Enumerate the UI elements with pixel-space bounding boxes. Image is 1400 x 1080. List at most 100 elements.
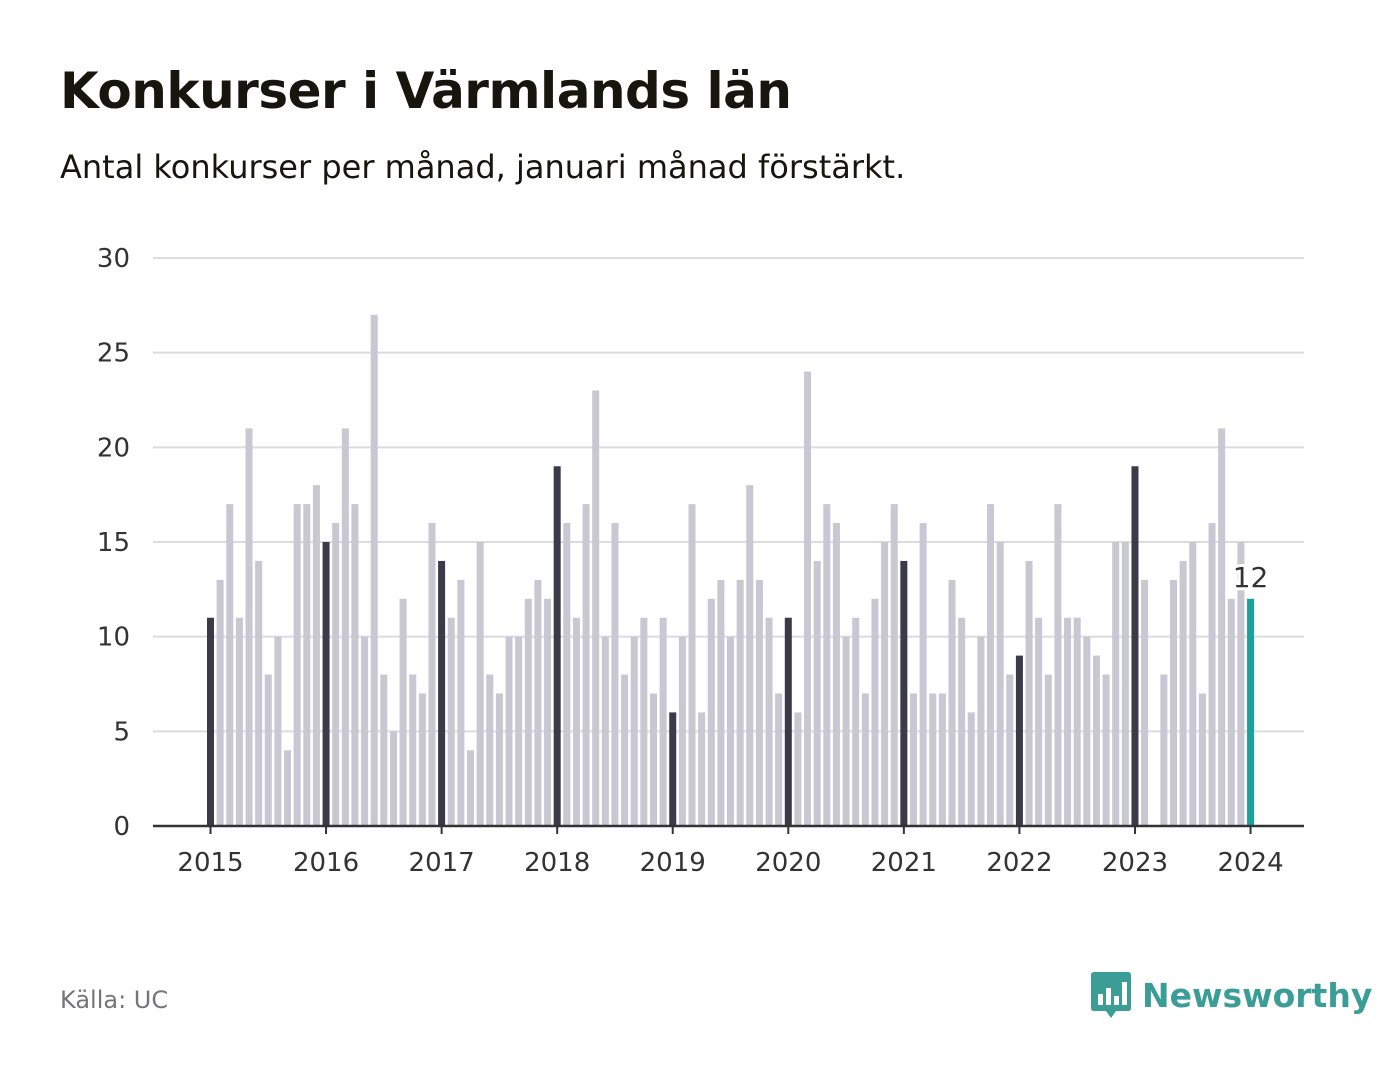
y-tick-label: 20 bbox=[97, 433, 130, 463]
bar bbox=[746, 485, 754, 826]
bar-january bbox=[900, 560, 908, 826]
x-axis-ticks: 2015 2016 2017 2018 2019 2020 2021 2022 2023 2024 bbox=[177, 826, 1284, 878]
x-tick-label: 2015 bbox=[177, 848, 243, 878]
bar bbox=[1237, 542, 1245, 826]
bar bbox=[938, 693, 946, 826]
bar bbox=[1170, 579, 1177, 826]
bar bbox=[698, 712, 706, 826]
bar-chart: 0 5 10 15 20 25 30 2015 2016 2017 2018 2019 2020 202… bbox=[97, 244, 1304, 878]
latest-value-label: 12 bbox=[1233, 561, 1269, 594]
bar bbox=[418, 693, 426, 826]
bar bbox=[216, 579, 224, 826]
bar bbox=[678, 636, 686, 826]
bar bbox=[707, 598, 715, 826]
bar bbox=[428, 523, 436, 826]
bar bbox=[1025, 560, 1033, 826]
bar bbox=[852, 617, 860, 826]
bar bbox=[515, 636, 523, 826]
bar bbox=[987, 504, 995, 826]
bar bbox=[563, 523, 571, 826]
bar bbox=[332, 523, 340, 826]
bar bbox=[284, 750, 292, 826]
bar bbox=[1218, 428, 1226, 826]
bar bbox=[1006, 674, 1014, 826]
y-tick-label: 0 bbox=[113, 812, 130, 842]
bar bbox=[1092, 655, 1100, 826]
bar-january bbox=[1015, 655, 1023, 826]
bar bbox=[1141, 579, 1149, 826]
bar bbox=[476, 542, 484, 826]
x-tick-label: 2018 bbox=[524, 848, 590, 878]
bar bbox=[341, 428, 349, 826]
bar bbox=[736, 579, 744, 826]
bar bbox=[755, 579, 763, 826]
y-tick-label: 5 bbox=[113, 717, 130, 747]
x-tick-label: 2022 bbox=[986, 848, 1052, 878]
bar bbox=[794, 712, 802, 826]
bar bbox=[235, 617, 243, 826]
bar bbox=[1179, 560, 1187, 826]
bar bbox=[226, 504, 234, 826]
bar bbox=[1064, 617, 1072, 826]
bar bbox=[919, 523, 927, 826]
bar bbox=[996, 542, 1004, 826]
x-tick-label: 2023 bbox=[1102, 848, 1168, 878]
bar bbox=[630, 636, 638, 826]
x-tick-label: 2016 bbox=[293, 848, 359, 878]
bar bbox=[495, 693, 503, 826]
bar bbox=[890, 504, 898, 826]
bar bbox=[1044, 674, 1052, 826]
bar bbox=[765, 617, 773, 826]
bar-january bbox=[207, 617, 214, 826]
bar bbox=[881, 542, 889, 826]
bar bbox=[688, 504, 696, 826]
bar bbox=[813, 560, 821, 826]
bar bbox=[1160, 674, 1168, 826]
bar bbox=[351, 504, 359, 826]
bar bbox=[1102, 674, 1110, 826]
bar bbox=[775, 693, 783, 826]
y-tick-label: 10 bbox=[97, 623, 130, 653]
bar bbox=[389, 731, 397, 826]
chart-title: Konkurser i Värmlands län bbox=[60, 62, 792, 120]
bar bbox=[1227, 598, 1235, 826]
bar bbox=[361, 636, 369, 826]
bar-january bbox=[438, 560, 446, 826]
bar bbox=[977, 636, 985, 826]
bar bbox=[467, 750, 475, 826]
bar bbox=[572, 617, 580, 826]
bar bbox=[582, 504, 590, 826]
bar bbox=[255, 560, 263, 826]
brand-name: Newsworthy bbox=[1142, 975, 1373, 1015]
bar-january bbox=[1131, 466, 1139, 826]
bar bbox=[380, 674, 388, 826]
bar bbox=[621, 674, 629, 826]
bar-chart-speech-bubble-icon bbox=[1091, 972, 1131, 1018]
bar bbox=[929, 693, 937, 826]
bar bbox=[640, 617, 648, 826]
bar bbox=[1054, 504, 1062, 826]
y-tick-label: 25 bbox=[97, 339, 130, 369]
chart-subtitle: Antal konkurser per månad, januari månad… bbox=[60, 148, 906, 186]
bar-january bbox=[784, 617, 792, 826]
bar bbox=[1035, 617, 1043, 826]
bar bbox=[293, 504, 301, 826]
x-tick-label: 2020 bbox=[755, 848, 821, 878]
bar bbox=[1208, 523, 1216, 826]
bar bbox=[312, 485, 320, 826]
bar bbox=[659, 617, 667, 826]
bar bbox=[409, 674, 417, 826]
bar bbox=[958, 617, 966, 826]
bar bbox=[524, 598, 532, 826]
bar bbox=[592, 390, 600, 826]
bar bbox=[1189, 542, 1197, 826]
bar bbox=[832, 523, 840, 826]
bar bbox=[534, 579, 542, 826]
bar bbox=[717, 579, 725, 826]
bar bbox=[948, 579, 956, 826]
bar bbox=[909, 693, 917, 826]
bar bbox=[1083, 636, 1091, 826]
bar-latest bbox=[1247, 598, 1255, 826]
bar bbox=[871, 598, 879, 826]
bar bbox=[274, 636, 282, 826]
